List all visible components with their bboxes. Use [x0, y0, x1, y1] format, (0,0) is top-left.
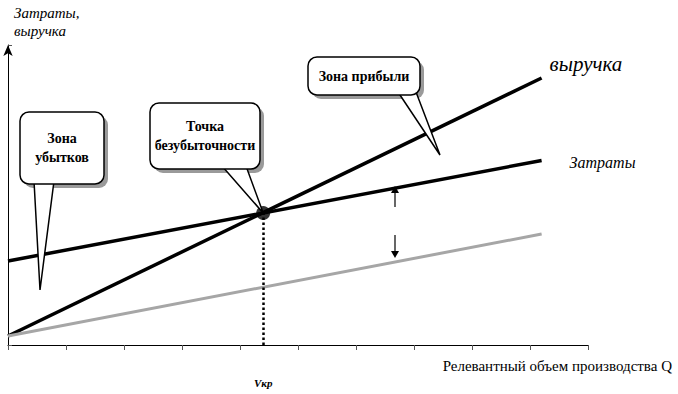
- svg-text:Точка: Точка: [186, 119, 224, 134]
- svg-text:Затраты: Затраты: [570, 154, 636, 172]
- svg-text:Релевантный объем производства: Релевантный объем производства Q: [443, 358, 673, 374]
- svg-text:Vкр: Vкр: [254, 377, 273, 389]
- svg-text:Зона прибыли: Зона прибыли: [319, 69, 410, 84]
- svg-text:безубыточности: безубыточности: [155, 138, 256, 153]
- svg-text:выручка: выручка: [550, 52, 623, 76]
- svg-text:выручка: выручка: [14, 23, 66, 39]
- svg-text:Затраты,: Затраты,: [14, 5, 80, 21]
- svg-text:убытков: убытков: [35, 150, 89, 165]
- svg-text:Зона: Зона: [47, 131, 76, 146]
